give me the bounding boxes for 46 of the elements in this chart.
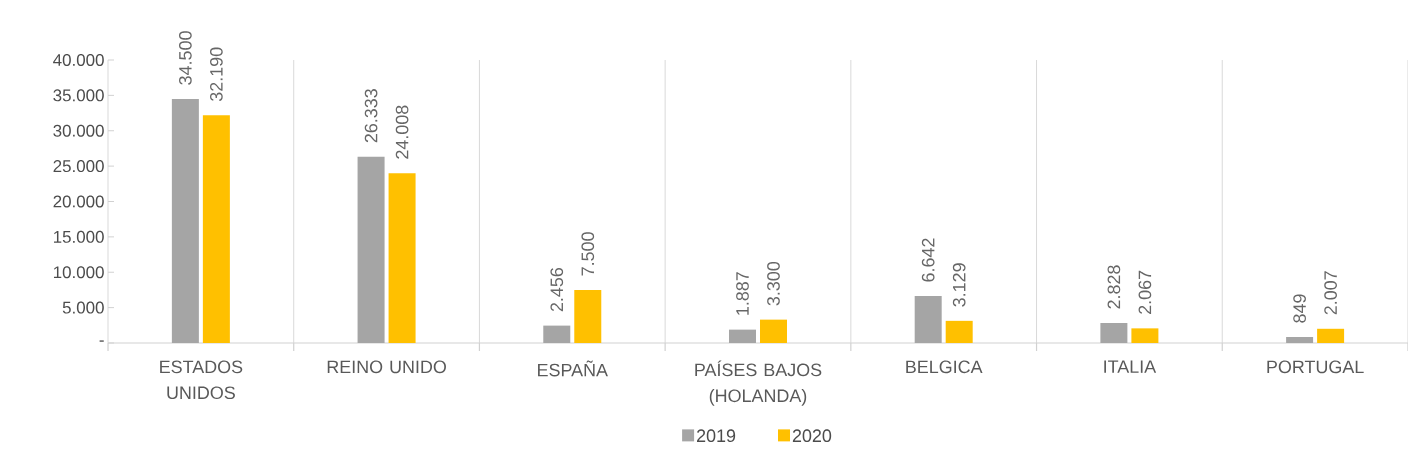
- data-label: 849: [1293, 294, 1306, 323]
- y-tick-label: 25.000: [53, 160, 104, 173]
- bar: [759, 319, 787, 343]
- x-tick-label: PORTUGAL: [1267, 360, 1364, 374]
- x-tick-label: ESTADOS UNIDOS: [160, 360, 243, 400]
- bar: [728, 329, 756, 343]
- bar: [543, 325, 571, 343]
- bar: [388, 173, 416, 343]
- bar: [1317, 328, 1345, 343]
- data-label: 26.333: [364, 89, 378, 143]
- data-label: 3.129: [952, 263, 966, 307]
- bar: [574, 289, 602, 343]
- data-label: 34.500: [179, 31, 192, 85]
- y-tick-label: 30.000: [53, 124, 104, 137]
- data-label: 2.007: [1324, 271, 1337, 315]
- y-tick-label: 40.000: [53, 53, 104, 66]
- x-tick-label: BELGICA: [906, 360, 983, 374]
- x-tick-label: ESPAÑA: [538, 360, 608, 377]
- y-tick-label: 10.000: [53, 266, 104, 279]
- y-tick-label: 15.000: [53, 230, 104, 243]
- data-label: 2.456: [550, 268, 564, 312]
- x-tick-label: ITALIA: [1104, 360, 1157, 373]
- data-label: 2.067: [1138, 270, 1152, 314]
- y-tick-label: 35.000: [53, 89, 104, 102]
- bar: [914, 295, 942, 343]
- y-tick-label: 5.000: [62, 301, 104, 314]
- x-tick-label: PAÍSES BAJOS (HOLANDA): [695, 360, 822, 406]
- y-tick-label: 20.000: [53, 195, 104, 208]
- bar: [202, 115, 230, 343]
- bar: [1131, 328, 1159, 343]
- x-tick-label: REINO UNIDO: [327, 360, 446, 374]
- data-label: 1.887: [736, 272, 749, 315]
- data-label: 2.828: [1107, 265, 1121, 309]
- data-label: 6.642: [921, 238, 935, 282]
- data-label: 32.190: [210, 47, 223, 102]
- data-label: 3.300: [767, 261, 780, 306]
- bar: [357, 156, 385, 343]
- bar: [945, 320, 973, 343]
- legend-label: 2019: [697, 429, 736, 443]
- data-label: 24.008: [395, 105, 409, 159]
- bar: [1100, 322, 1128, 343]
- data-label: 7.500: [581, 232, 595, 276]
- legend-label: 2020: [792, 429, 832, 443]
- y-tick-label: -: [99, 340, 104, 342]
- bar: [1286, 336, 1314, 343]
- bar: [171, 98, 199, 343]
